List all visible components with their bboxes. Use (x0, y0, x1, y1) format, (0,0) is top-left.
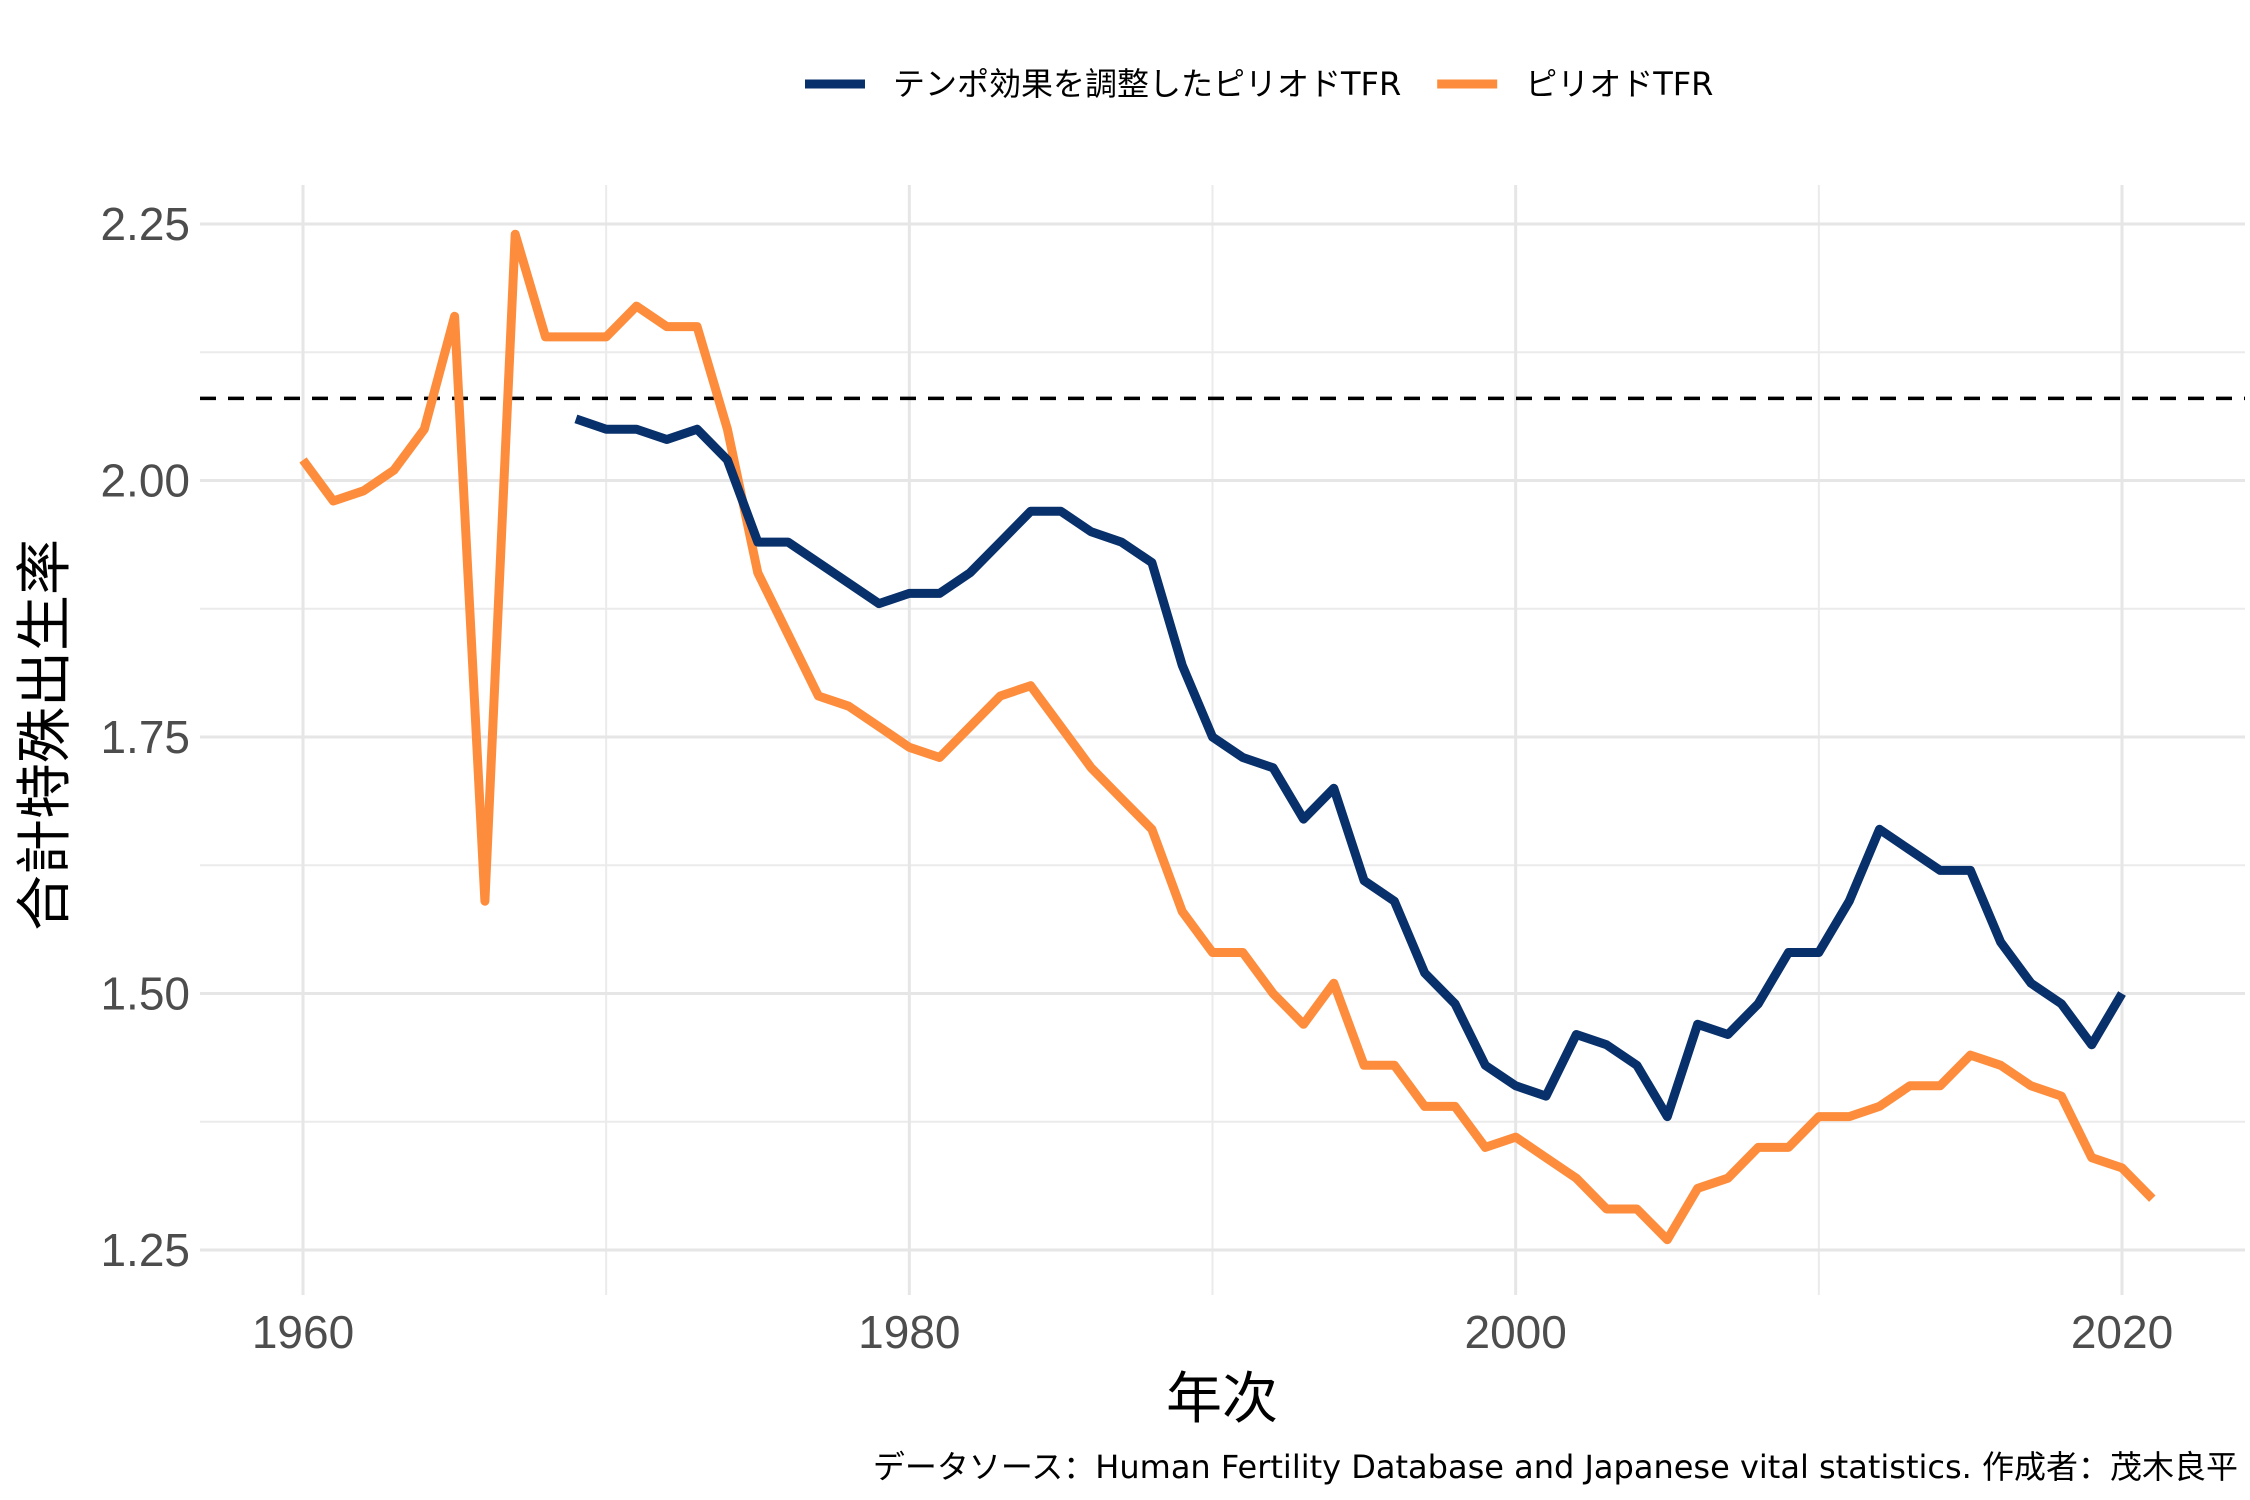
legend-label: テンポ効果を調整したピリオドTFR (893, 65, 1401, 103)
series-line-0 (574, 414, 2126, 1122)
x-tick-label: 1960 (252, 1306, 354, 1358)
legend: テンポ効果を調整したピリオドTFR ピリオドTFR (805, 65, 1713, 103)
series-group (299, 229, 2156, 1245)
tick-labels: 1960 1980 2000 2020 1.25 1.50 1.75 2.00 2.25 (100, 198, 2173, 1358)
y-tick-label: 2.25 (100, 198, 190, 250)
caption: データソース：Human Fertility Database and Japa… (873, 1448, 2238, 1486)
y-tick-label: 2.00 (100, 455, 190, 507)
y-axis-title: 合計特殊出生率 (13, 539, 78, 931)
grid (200, 185, 2245, 1295)
x-tick-label: 2020 (2071, 1306, 2173, 1358)
x-tick-label: 2000 (1464, 1306, 1566, 1358)
series-line-1 (299, 229, 2156, 1245)
legend-label: ピリオドTFR (1525, 65, 1713, 103)
y-tick-label: 1.50 (100, 968, 190, 1020)
y-tick-label: 1.25 (100, 1224, 190, 1276)
x-axis-title: 年次 (1166, 1367, 1278, 1432)
x-tick-label: 1980 (858, 1306, 960, 1358)
y-tick-label: 1.75 (100, 711, 190, 763)
